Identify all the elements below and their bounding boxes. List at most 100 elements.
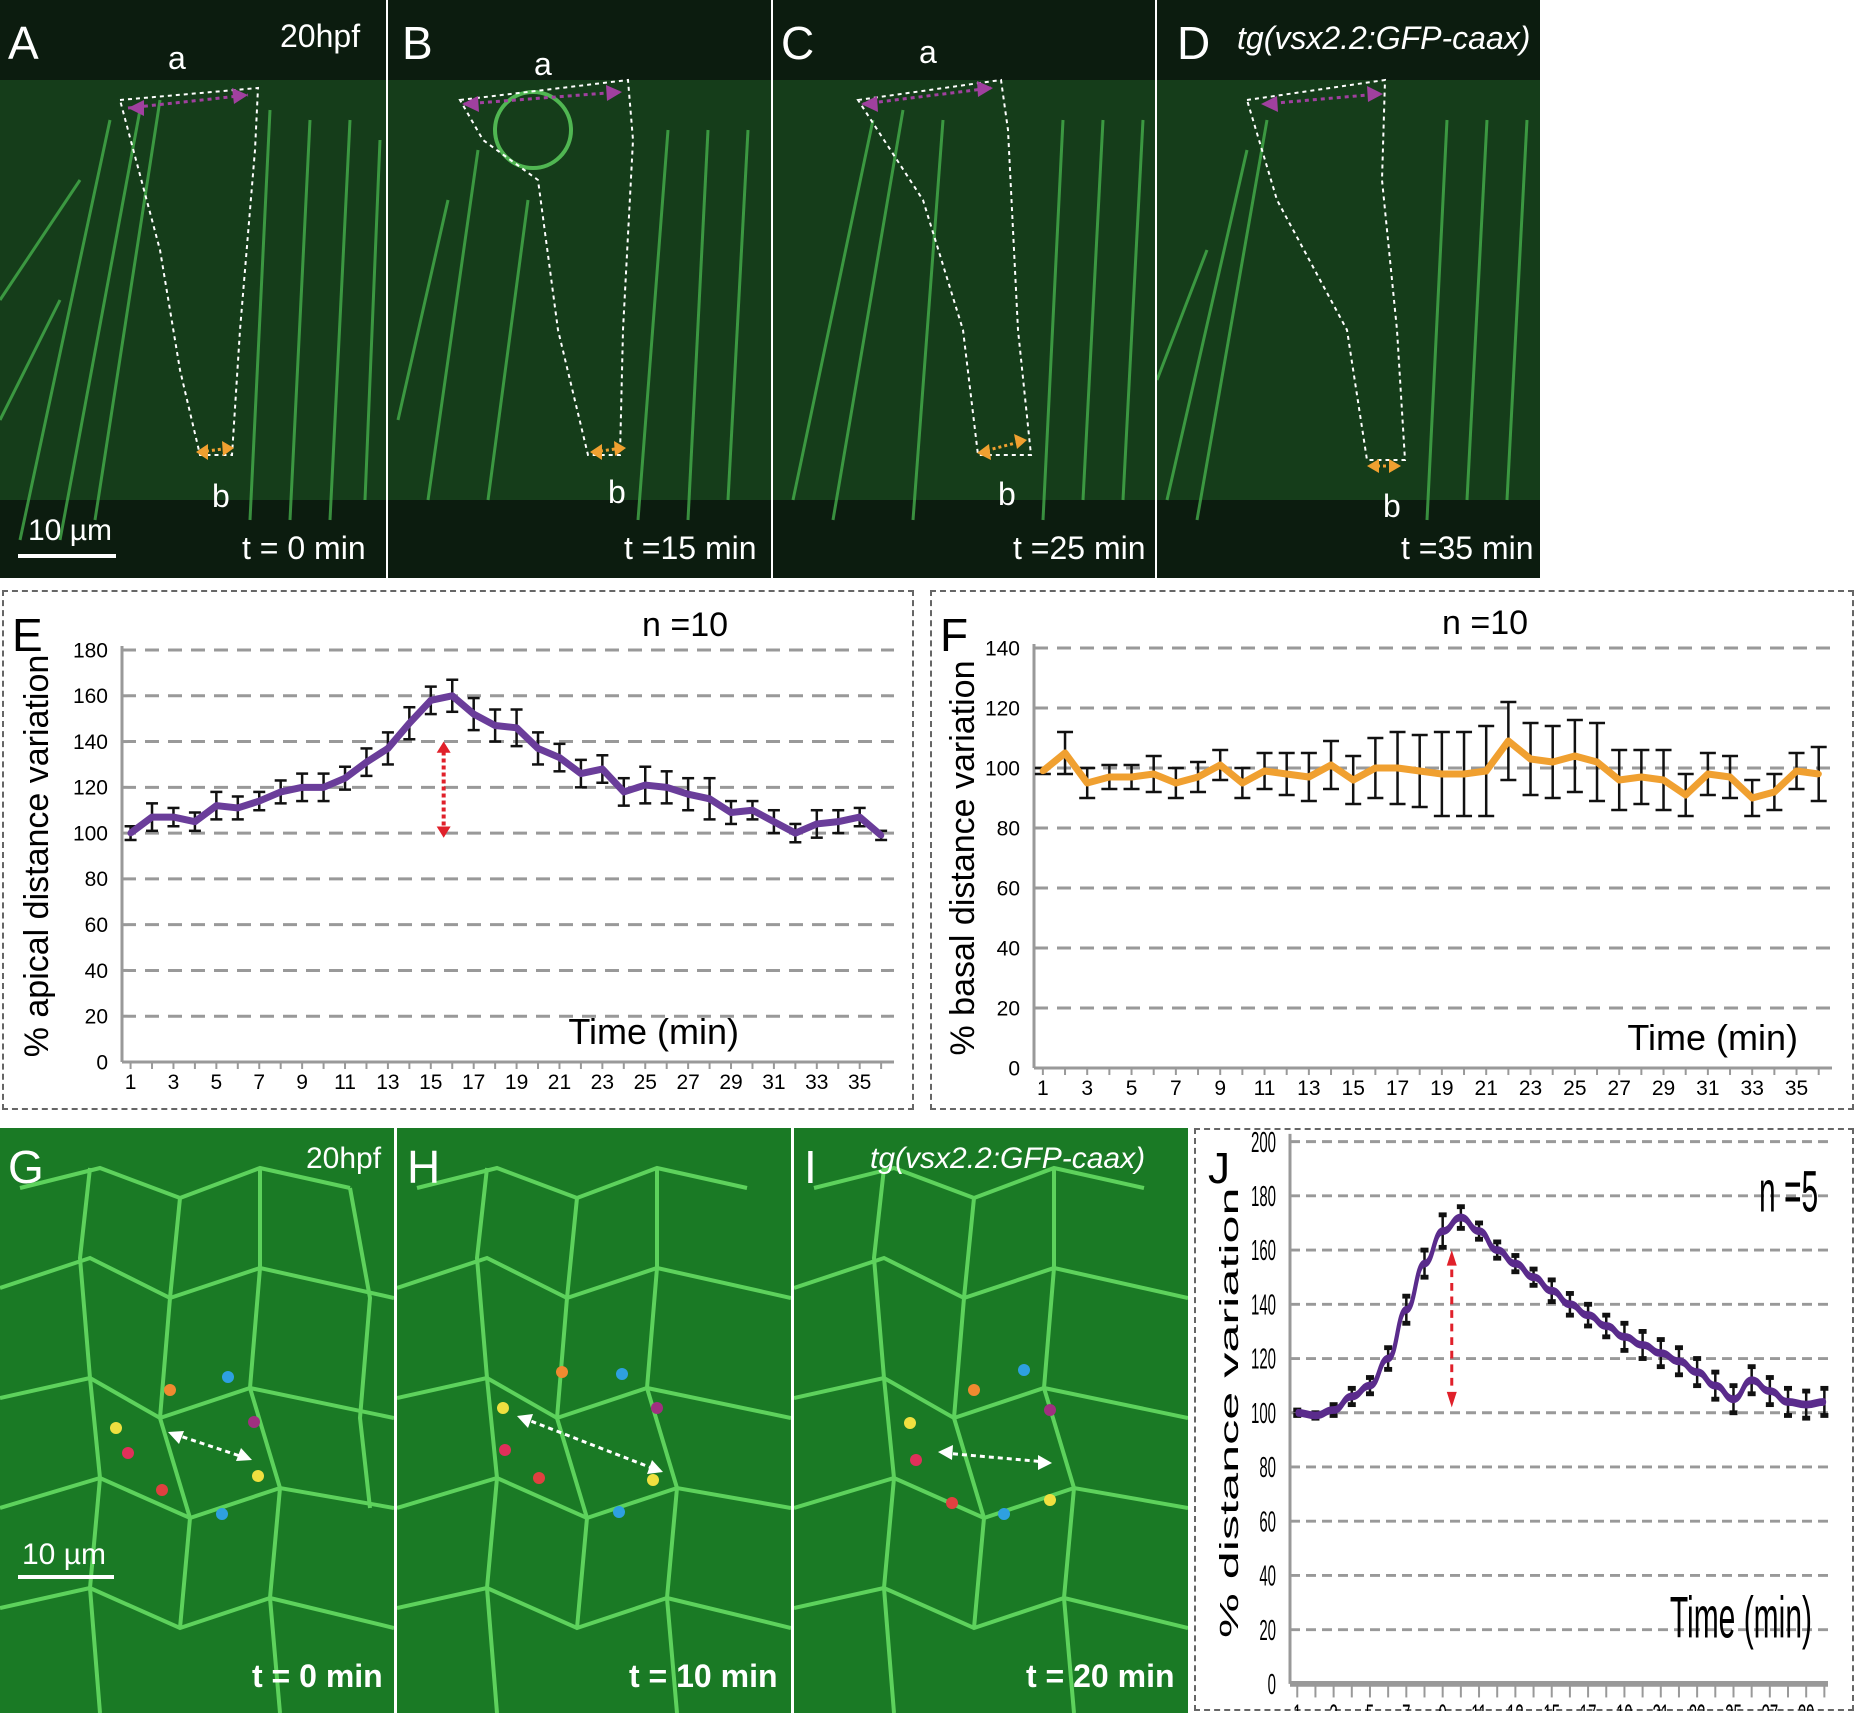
data-point — [1804, 1401, 1808, 1409]
chart-panel-f: F 0 20 40 60 80 100 120 140 1 3 5 7 9 11 13 15 17 19 21 23 2… — [930, 590, 1854, 1110]
series-line — [1297, 1213, 1825, 1420]
data-point — [1660, 776, 1667, 784]
x-tick-label: 3 — [1081, 1077, 1093, 1100]
basal-label: b — [998, 476, 1016, 512]
data-point — [491, 722, 499, 729]
data-point — [1586, 1311, 1590, 1319]
panel-letter: I — [804, 1141, 817, 1193]
y-tick-label: 140 — [1251, 1288, 1276, 1321]
data-point — [1527, 755, 1534, 763]
x-tick-label: 23 — [1689, 1698, 1706, 1711]
y-tick-label: 40 — [1259, 1559, 1276, 1592]
data-point — [427, 697, 434, 704]
x-tick-label: 29 — [1798, 1698, 1815, 1711]
y-tick-label: 160 — [73, 685, 108, 708]
data-point — [1084, 779, 1091, 787]
data-point — [727, 809, 735, 816]
y-tick-label: 0 — [96, 1051, 108, 1074]
data-point — [1239, 779, 1246, 787]
data-point — [556, 754, 563, 761]
x-tick-label: 15 — [1342, 1077, 1365, 1100]
x-tick-label: 23 — [591, 1071, 614, 1094]
y-tick-label: 20 — [1259, 1613, 1276, 1646]
x-tick-label: 23 — [1519, 1077, 1542, 1100]
data-point — [1483, 767, 1490, 775]
y-tick-label: 80 — [1259, 1451, 1276, 1484]
x-tick-label: 25 — [1725, 1698, 1742, 1711]
y-tick-label: 100 — [985, 757, 1020, 780]
x-tick-label: 21 — [1652, 1698, 1669, 1711]
panel-letter: H — [407, 1141, 441, 1193]
x-tick-label: 25 — [634, 1071, 657, 1094]
data-point — [1350, 776, 1357, 784]
data-point — [1440, 1227, 1445, 1235]
data-point — [1505, 737, 1512, 745]
data-point — [1640, 1341, 1645, 1349]
data-point — [1172, 779, 1180, 787]
x-tick-label: 19 — [1616, 1698, 1633, 1711]
x-tick-label: 31 — [1696, 1077, 1719, 1100]
x-tick-label: 7 — [1170, 1077, 1182, 1100]
data-point — [1531, 1273, 1536, 1281]
data-point — [1459, 1214, 1463, 1222]
time-label: t = 0 min — [252, 1658, 383, 1694]
data-point — [1331, 1406, 1336, 1414]
data-point — [1726, 773, 1734, 781]
data-point — [127, 829, 134, 837]
peak-arrow-head — [1446, 1250, 1457, 1266]
x-tick-label: 9 — [1439, 1698, 1447, 1711]
y-tick-label: 180 — [1251, 1180, 1276, 1213]
data-point — [1313, 1411, 1318, 1419]
peak-arrow-head — [436, 741, 451, 753]
data-point — [706, 795, 713, 802]
chart-panel-j: J 02040608010012014016018020013579111315… — [1194, 1128, 1854, 1711]
data-point — [234, 804, 241, 812]
data-point — [1713, 1382, 1718, 1390]
apical-label: a — [534, 46, 552, 82]
x-tick-label: 11 — [334, 1071, 356, 1094]
y-tick-label: 0 — [1008, 1057, 1020, 1080]
data-point — [1460, 770, 1468, 778]
data-point — [1695, 1368, 1699, 1376]
y-tick-label: 20 — [85, 1006, 108, 1029]
data-point — [256, 797, 263, 805]
basal-label: b — [1383, 488, 1401, 524]
data-point — [1404, 1306, 1409, 1314]
y-tick-label: 140 — [73, 731, 108, 754]
y-tick-label: 80 — [85, 868, 108, 891]
data-point — [384, 745, 392, 752]
series-line — [1040, 737, 1820, 802]
panel-letter: E — [12, 609, 43, 661]
x-tick-label: 33 — [805, 1071, 828, 1094]
data-point — [813, 820, 820, 828]
stage-label: 20hpf — [306, 1142, 382, 1175]
x-tick-label: 17 — [1580, 1698, 1597, 1711]
micrograph-panel-i: I tg(vsx2.2:GFP-caax) t = 20 min — [794, 1128, 1188, 1713]
x-tick-label: 5 — [211, 1071, 223, 1094]
x-tick-label: 17 — [462, 1071, 485, 1094]
data-point — [856, 813, 863, 821]
x-tick-label: 13 — [376, 1071, 399, 1094]
data-point — [1793, 767, 1800, 775]
data-point — [1616, 776, 1623, 784]
data-point — [298, 784, 306, 791]
micrograph-panel-a: A 20hpf a b 10 µm t = 0 min — [0, 0, 386, 578]
x-tick-label: 29 — [1652, 1077, 1675, 1100]
data-point — [191, 818, 199, 825]
data-point — [1327, 761, 1335, 769]
x-tick-label: 19 — [505, 1071, 528, 1094]
data-point — [1822, 1398, 1827, 1406]
x-axis-label: Time (min) — [1627, 1017, 1798, 1058]
micrograph-c-image — [773, 0, 1155, 578]
y-tick-label: 160 — [1251, 1234, 1276, 1267]
data-point — [1106, 773, 1113, 781]
data-point — [148, 813, 156, 821]
peak-arrow-head — [1446, 1391, 1457, 1408]
chart-j-svg: 0204060801001201401601802001357911131517… — [1215, 1130, 1829, 1711]
transgene-label: tg(vsx2.2:GFP-caax) — [1237, 20, 1531, 56]
panel-letter: C — [781, 17, 815, 69]
micrograph-panel-b: B a b t =15 min — [388, 0, 771, 578]
x-tick-label: 21 — [548, 1071, 571, 1094]
sample-size-label: n =10 — [642, 606, 728, 644]
y-axis-label: % distance variation — [1215, 1187, 1244, 1638]
